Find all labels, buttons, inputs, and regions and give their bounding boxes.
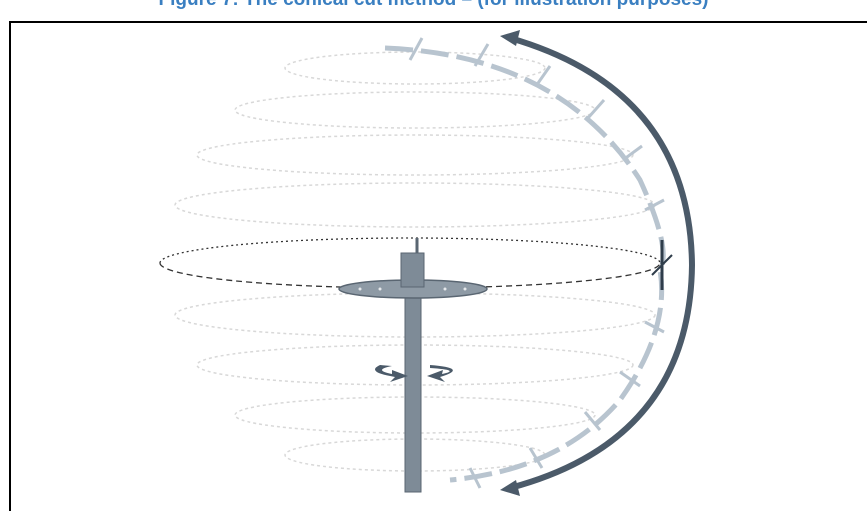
- equator-back: [159, 237, 661, 264]
- measurement-arc: [384, 45, 666, 483]
- figure-caption: Figure 7: The conical cut method – (for …: [0, 0, 867, 12]
- figure-frame: [9, 21, 867, 511]
- turn-arrow-right: [427, 365, 453, 382]
- arc-arrow-top: [500, 30, 520, 46]
- rotation-arc: [509, 35, 696, 491]
- turntable-holes: [358, 287, 467, 291]
- device-under-test: [400, 252, 425, 288]
- shaft: [404, 291, 422, 493]
- probe-ticks: [408, 37, 665, 489]
- probe-head: [651, 254, 673, 276]
- turn-arrow-left: [375, 365, 408, 382]
- arc-arrow-bottom: [500, 480, 520, 496]
